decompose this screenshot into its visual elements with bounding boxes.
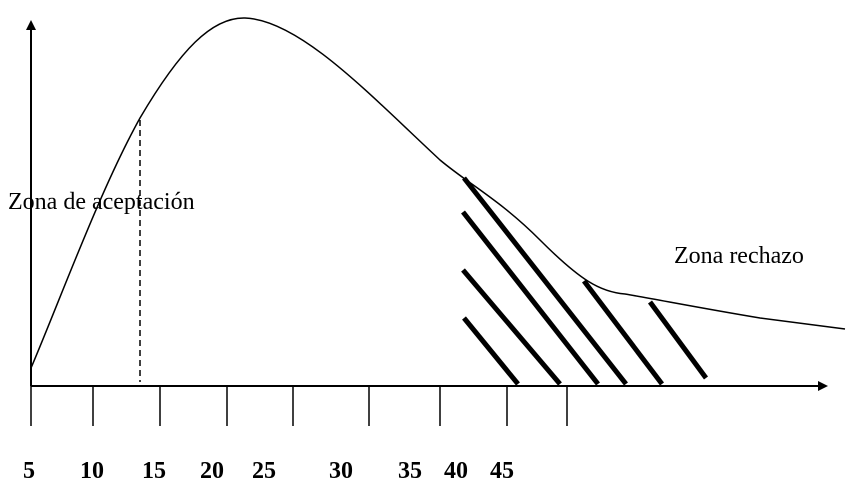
- tick-label: 25: [252, 458, 276, 484]
- tick-label: 40: [444, 458, 468, 484]
- tick-label: 10: [80, 458, 104, 484]
- tick-label: 30: [329, 458, 353, 484]
- hatch-line: [461, 210, 600, 386]
- acceptance-zone-label: Zona de aceptación: [8, 189, 195, 215]
- distribution-curve: [30, 17, 846, 369]
- x-tick-labels: 5 10 15 20 25 30 35 40 45: [23, 458, 514, 484]
- tick-label: 15: [142, 458, 166, 484]
- tick-label: 45: [490, 458, 514, 484]
- tick-label: 35: [398, 458, 422, 484]
- hatch-line: [582, 279, 664, 386]
- hatch-line: [647, 300, 709, 380]
- tick-label: 5: [23, 458, 35, 484]
- rejection-zone-label: Zona rechazo: [674, 243, 804, 269]
- hatch-line: [462, 176, 628, 386]
- rejection-hatching: [461, 176, 709, 386]
- tick-label: 20: [200, 458, 224, 484]
- hatch-line: [462, 316, 520, 386]
- x-tick-marks: [30, 386, 568, 426]
- hatch-line: [461, 268, 562, 386]
